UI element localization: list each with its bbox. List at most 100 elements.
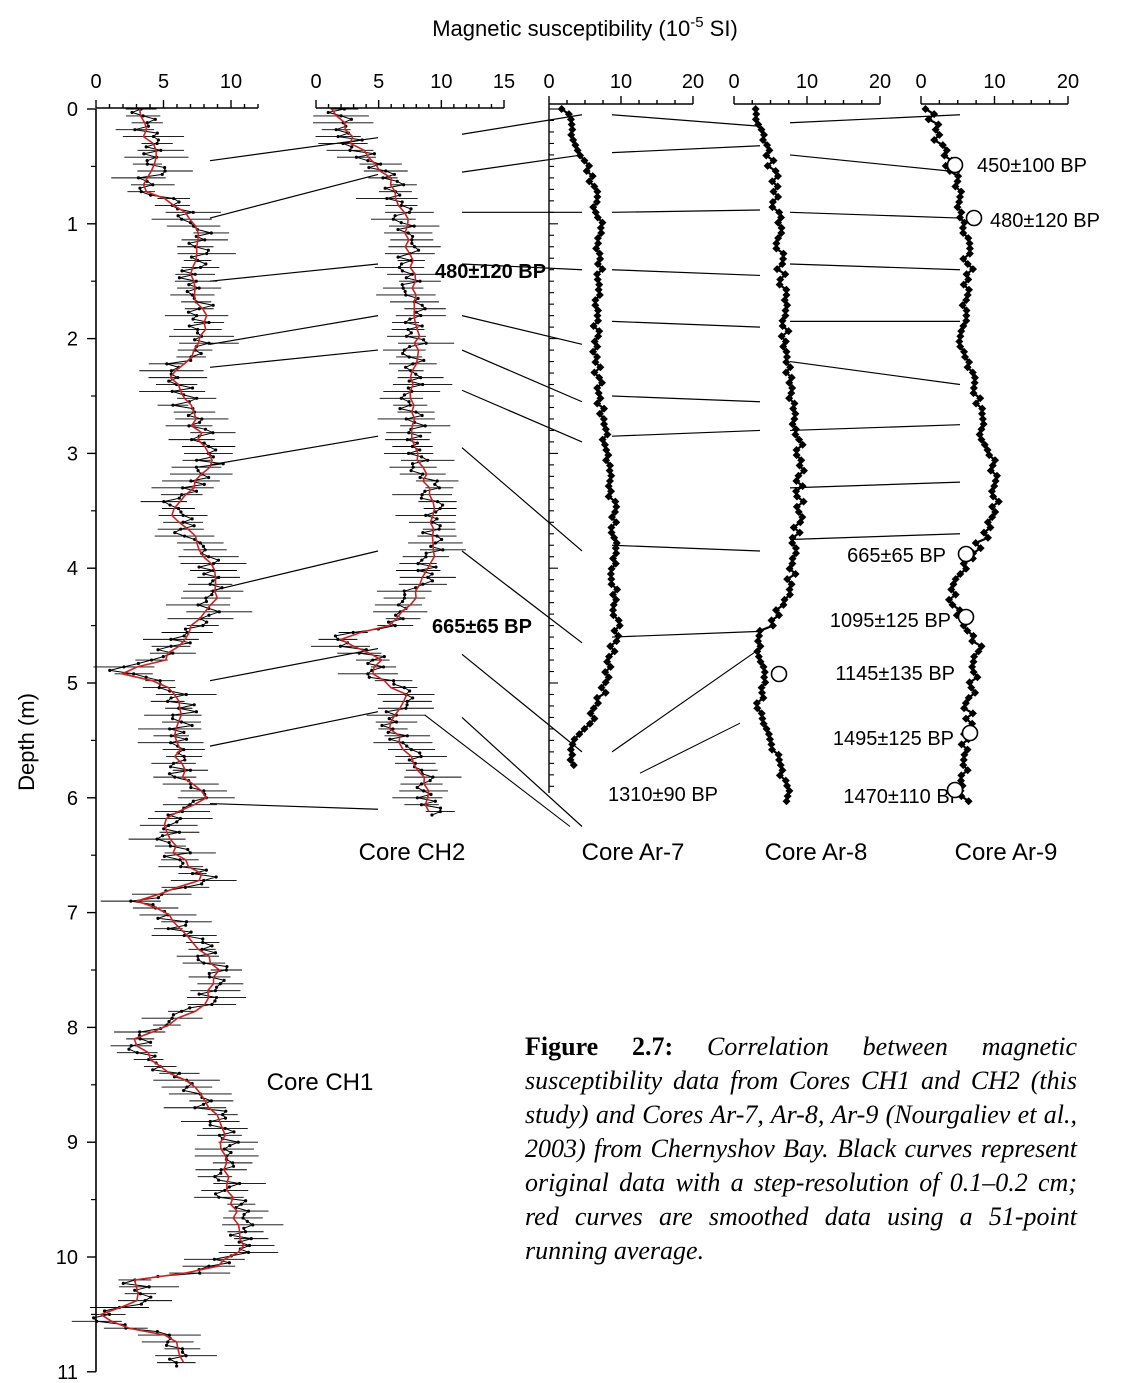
data-point [232, 1130, 236, 1134]
core-name-core-ch2: Core CH2 [359, 839, 466, 866]
data-point [244, 1199, 248, 1203]
data-point [403, 289, 407, 294]
data-point [187, 424, 191, 428]
data-point [171, 1013, 176, 1017]
data-point [198, 541, 202, 545]
data-point [246, 1250, 251, 1255]
data-point [204, 620, 209, 624]
data-point [962, 306, 971, 315]
data-point [613, 585, 622, 594]
data-point [421, 472, 425, 476]
tie-line [461, 389, 583, 443]
data-point [603, 430, 612, 439]
data-point [162, 854, 167, 858]
data-point [388, 737, 392, 741]
data-point [186, 847, 190, 852]
data-point [419, 496, 423, 500]
data-point [422, 789, 426, 793]
data-point [783, 792, 792, 801]
data-point [121, 1281, 125, 1286]
x-tick-label: 0 [310, 71, 321, 93]
core-name-labels: Core CH1 Core CH2 Core Ar-7 Core Ar-8 Core A… [267, 839, 1058, 1096]
data-point [789, 523, 798, 532]
data-point [173, 531, 177, 535]
data-point [965, 244, 974, 253]
data-point [764, 730, 773, 739]
y-tick-label: 5 [67, 673, 78, 695]
data-point [198, 1271, 202, 1275]
data-point [590, 368, 599, 377]
data-point [791, 430, 800, 439]
data-point [386, 730, 390, 734]
data-point [593, 187, 602, 196]
data-point [406, 386, 410, 390]
core-name-core-ar-9: Core Ar-9 [955, 839, 1058, 866]
data-point [608, 590, 617, 599]
data-point [203, 238, 207, 242]
age-label: 450±100 BP [977, 155, 1087, 177]
caption-label: Figure 2.7: [525, 1032, 674, 1061]
data-point [183, 758, 187, 762]
data-point [334, 128, 338, 132]
data-point [435, 534, 439, 538]
data-point [419, 434, 423, 438]
data-point [207, 555, 211, 559]
age-label: 665±65 BP [847, 545, 946, 567]
data-point [964, 693, 973, 702]
tie-line [209, 263, 379, 282]
data-point [217, 1178, 221, 1182]
data-point [798, 482, 807, 491]
age-label: 665±65 BP [432, 616, 532, 638]
data-point [753, 704, 762, 713]
data-point [402, 183, 406, 187]
data-point [243, 1230, 248, 1234]
x-tick-label: 0 [90, 71, 101, 93]
data-point [419, 376, 423, 380]
data-point [420, 455, 424, 459]
data-point [400, 599, 405, 604]
data-point [222, 978, 226, 982]
data-point [387, 716, 391, 721]
data-point [227, 1185, 231, 1189]
data-point [756, 657, 765, 666]
data-point [193, 338, 197, 342]
data-point [792, 487, 801, 496]
data-point [788, 538, 797, 547]
data-point [778, 316, 787, 325]
data-point [204, 868, 208, 872]
data-point [179, 527, 183, 531]
data-point [970, 652, 979, 661]
data-point [341, 141, 345, 146]
data-point [102, 1309, 107, 1313]
data-point [179, 720, 184, 724]
data-point [229, 1150, 233, 1155]
data-point [190, 386, 195, 390]
data-point [419, 803, 424, 807]
data-point [184, 737, 189, 741]
data-point [211, 579, 215, 583]
data-point [223, 1188, 227, 1193]
data-point [419, 314, 423, 318]
data-point [225, 964, 229, 969]
x-tick-label: 10 [983, 71, 1005, 93]
y-tick-label: 4 [67, 558, 78, 580]
data-point [405, 734, 409, 738]
data-point [399, 221, 403, 225]
y-tick-label: 11 [57, 1362, 78, 1383]
data-point [394, 613, 398, 617]
data-point [978, 404, 987, 413]
data-point [791, 544, 800, 553]
tie-line [209, 435, 379, 466]
tie-line [611, 320, 761, 328]
data-point [606, 662, 615, 671]
tie-line [461, 263, 583, 271]
data-point [594, 699, 603, 708]
data-point [614, 616, 623, 625]
data-point [761, 678, 770, 687]
data-point [557, 105, 566, 113]
data-point [220, 586, 224, 590]
data-point [612, 637, 621, 646]
data-point [782, 347, 791, 356]
data-point [593, 259, 602, 268]
data-point [194, 710, 199, 714]
